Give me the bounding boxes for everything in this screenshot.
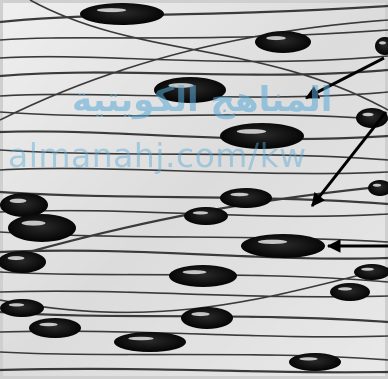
droplet-highlight — [236, 129, 267, 134]
arrow-line — [305, 56, 385, 100]
fiber-line — [0, 367, 388, 374]
fiber-line — [29, 0, 388, 111]
fiber-line — [0, 19, 388, 121]
droplet — [169, 265, 237, 287]
droplet — [8, 214, 76, 242]
droplet-highlight — [8, 303, 25, 307]
fiber-line — [0, 68, 388, 78]
watermark-arabic: المناهج الكويتية — [72, 80, 333, 120]
droplet-highlight — [266, 36, 286, 41]
fiber-line — [0, 55, 388, 63]
droplet-highlight — [230, 192, 249, 197]
droplet — [220, 123, 304, 149]
droplet — [0, 251, 46, 273]
droplet — [0, 193, 48, 217]
droplet-highlight — [191, 312, 210, 317]
fiber-line — [0, 167, 388, 175]
droplet — [154, 77, 226, 103]
droplet-highlight — [39, 322, 58, 327]
fiber-line — [0, 149, 388, 161]
droplet-highlight — [168, 83, 194, 88]
arrow-head — [326, 239, 341, 253]
droplet — [330, 283, 370, 301]
fiber-line — [0, 29, 388, 41]
fiber-line — [0, 111, 388, 121]
droplet-highlight — [96, 8, 127, 13]
droplet — [241, 234, 325, 258]
droplet — [181, 307, 233, 329]
droplet-highlight — [7, 256, 25, 261]
arrow-line — [310, 111, 388, 207]
droplet-highlight — [257, 239, 288, 244]
fiber-line — [0, 249, 388, 260]
droplet — [255, 31, 311, 53]
droplet — [368, 180, 388, 196]
droplet-highlight — [128, 336, 154, 341]
arrow-head — [311, 191, 326, 207]
droplet-highlight — [372, 183, 382, 187]
fiber-line — [0, 310, 388, 324]
watermark-latin: almanahj.com/kw — [8, 136, 307, 175]
droplet — [356, 108, 388, 128]
droplet — [289, 353, 341, 371]
droplet — [114, 332, 186, 352]
fiber-line — [0, 130, 388, 141]
droplet-highlight — [338, 287, 352, 291]
droplet — [220, 188, 272, 208]
arrow-head — [305, 86, 321, 99]
droplet-highlight — [361, 267, 374, 271]
droplet-highlight — [362, 112, 374, 117]
fiber-line — [0, 290, 388, 298]
droplet-highlight — [192, 211, 209, 215]
droplet-highlight — [182, 270, 207, 275]
droplet — [80, 3, 164, 25]
droplet — [29, 318, 81, 338]
droplet-highlight — [299, 357, 318, 361]
droplet — [354, 264, 388, 280]
droplets — [0, 3, 388, 371]
droplet — [375, 37, 388, 55]
droplet-highlight — [21, 220, 46, 226]
arrows — [305, 56, 388, 253]
fiber-line — [0, 190, 388, 206]
droplet-highlight — [9, 198, 27, 203]
droplet — [0, 299, 44, 317]
droplet-highlight — [379, 41, 386, 45]
droplet — [184, 207, 228, 225]
